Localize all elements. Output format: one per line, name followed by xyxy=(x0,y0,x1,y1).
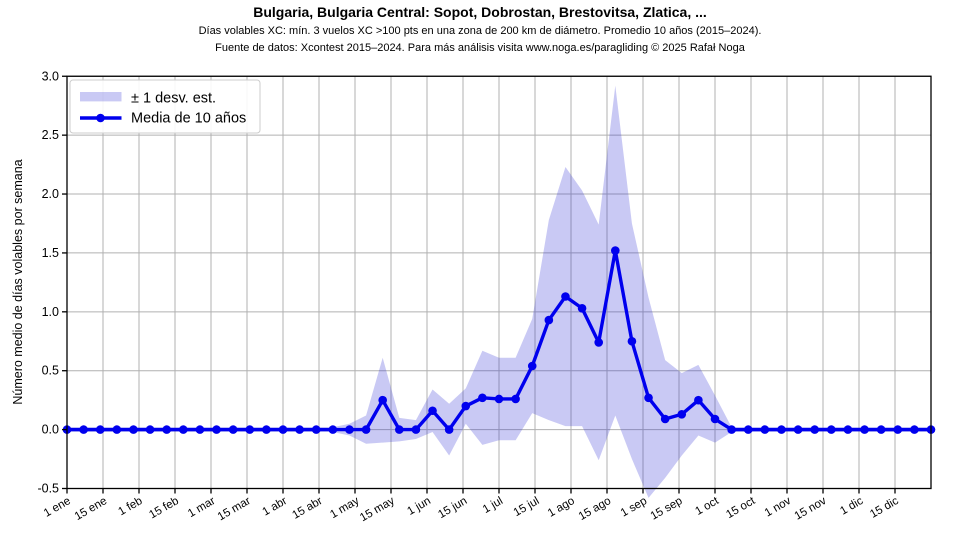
svg-text:2.5: 2.5 xyxy=(42,128,59,142)
svg-text:1.0: 1.0 xyxy=(42,305,59,319)
svg-text:2.0: 2.0 xyxy=(42,187,59,201)
svg-text:3.0: 3.0 xyxy=(42,69,59,83)
svg-text:0.0: 0.0 xyxy=(42,423,59,437)
svg-text:1.5: 1.5 xyxy=(42,246,59,260)
svg-text:Media de 10 años: Media de 10 años xyxy=(131,111,246,127)
svg-text:± 1 desv. est.: ± 1 desv. est. xyxy=(131,91,216,107)
svg-text:0.5: 0.5 xyxy=(42,364,59,378)
svg-text:-0.5: -0.5 xyxy=(37,482,59,496)
